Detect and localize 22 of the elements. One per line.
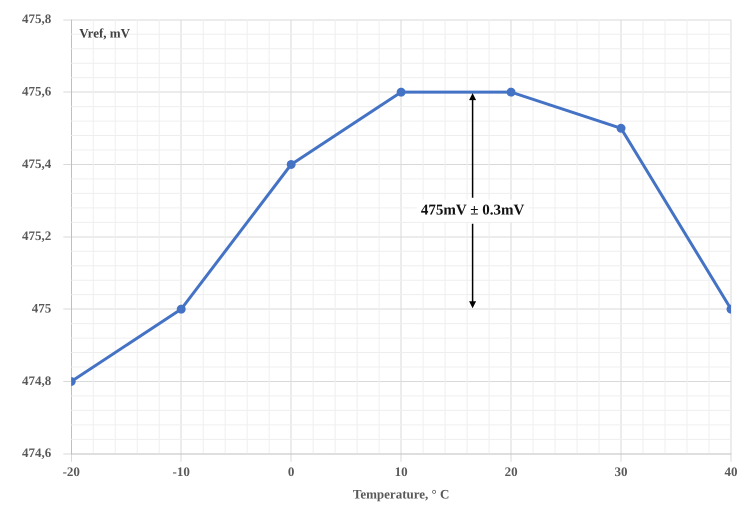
- point: [286, 160, 296, 169]
- y-tick-label: 474,6: [22, 445, 52, 460]
- point: [616, 124, 626, 133]
- y-axis-title: Vref, mV: [79, 26, 131, 41]
- point: [506, 88, 516, 97]
- point: [176, 304, 186, 314]
- y-tick-label: 475,4: [22, 156, 52, 171]
- x-tick-label: -20: [62, 464, 80, 479]
- x-axis-title: Temperature, ° C: [352, 486, 450, 502]
- x-tick-label: 10: [394, 464, 408, 479]
- y-tick-label: 475: [32, 300, 52, 316]
- point: [396, 88, 406, 97]
- y-tick-label: 474,8: [22, 372, 52, 388]
- annotation: 475mV ± 0.3mV: [420, 202, 524, 219]
- x-tick-label: 20: [504, 464, 518, 479]
- x-tick-label: 0: [288, 464, 294, 479]
- y-tick-label: 475,2: [22, 228, 52, 244]
- x-tick-label: 40: [724, 464, 738, 479]
- x-tick-label: 30: [614, 464, 628, 479]
- y-tick-label: 475,6: [22, 83, 52, 98]
- x-tick-label: -10: [172, 464, 190, 479]
- y-tick-label: 475,8: [22, 11, 52, 26]
